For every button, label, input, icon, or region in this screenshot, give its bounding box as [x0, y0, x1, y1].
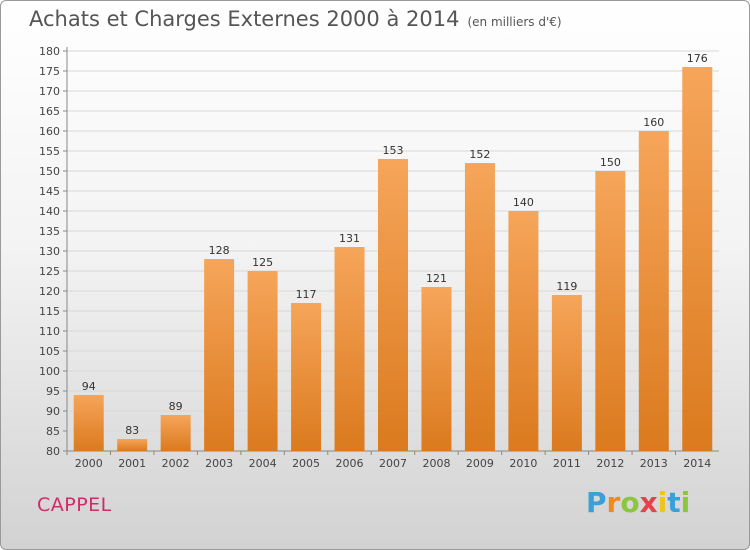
y-tick-label: 135	[39, 225, 60, 238]
y-tick-label: 130	[39, 245, 60, 258]
bar	[291, 303, 322, 451]
logo-letter: i	[680, 486, 691, 519]
y-tick-label: 125	[39, 265, 60, 278]
x-tick-label: 2013	[640, 457, 668, 470]
x-tick-label: 2004	[249, 457, 277, 470]
x-tick-label: 2011	[553, 457, 581, 470]
bar	[551, 295, 582, 451]
y-tick-label: 170	[39, 85, 60, 98]
bar-value-label: 150	[600, 156, 621, 169]
chart-title-text: Achats et Charges Externes 2000 à 2014	[29, 7, 460, 31]
bar-value-label: 89	[169, 400, 183, 413]
x-tick-label: 2014	[683, 457, 711, 470]
proxiti-logo: Proxiti	[586, 486, 690, 519]
y-tick-label: 100	[39, 365, 60, 378]
bar-value-label: 121	[426, 272, 447, 285]
bar	[334, 247, 365, 451]
logo-letter: r	[606, 486, 621, 519]
x-tick-label: 2008	[422, 457, 450, 470]
logo-letter: t	[667, 486, 681, 519]
y-tick-label: 145	[39, 185, 60, 198]
bar-value-label: 160	[643, 116, 664, 129]
logo-letter: o	[620, 486, 640, 519]
y-tick-label: 95	[46, 385, 60, 398]
labels: 80 85 90 95 100 105 110 115 120 125 130 135 140 145 15…	[39, 45, 711, 470]
commune-name: CAPPEL	[37, 494, 112, 516]
bar	[247, 271, 278, 451]
y-tick-label: 155	[39, 145, 60, 158]
bar-value-label: 94	[82, 380, 96, 393]
y-tick-label: 120	[39, 285, 60, 298]
x-tick-label: 2007	[379, 457, 407, 470]
bar-value-label: 176	[687, 52, 708, 65]
x-tick-label: 2005	[292, 457, 320, 470]
logo-letter: x	[639, 486, 658, 519]
y-tick-label: 110	[39, 325, 60, 338]
logo-letter: P	[586, 486, 607, 519]
bar-value-label: 131	[339, 232, 360, 245]
bar	[204, 259, 235, 451]
y-tick-label: 140	[39, 205, 60, 218]
y-tick-label: 180	[39, 45, 60, 58]
x-tick-label: 2001	[118, 457, 146, 470]
x-tick-label: 2002	[162, 457, 190, 470]
bar	[160, 415, 191, 451]
bar	[638, 131, 669, 451]
bar-value-label: 117	[296, 288, 317, 301]
bar	[682, 67, 713, 451]
y-tick-label: 105	[39, 345, 60, 358]
bar	[73, 395, 104, 451]
logo-letter: i	[657, 486, 668, 519]
bars	[73, 67, 713, 451]
bar	[378, 159, 408, 451]
x-tick-label: 2010	[509, 457, 537, 470]
bar-value-label: 152	[469, 148, 490, 161]
bar	[117, 439, 148, 451]
bar-value-label: 119	[556, 280, 577, 293]
bar-value-label: 128	[209, 244, 230, 257]
x-tick-label: 2009	[466, 457, 494, 470]
bar	[464, 163, 495, 451]
bar	[595, 171, 626, 451]
bar-value-label: 153	[383, 144, 404, 157]
bar-value-label: 83	[125, 424, 139, 437]
y-tick-label: 115	[39, 305, 60, 318]
y-tick-label: 175	[39, 65, 60, 78]
y-tick-label: 150	[39, 165, 60, 178]
y-tick-label: 80	[46, 445, 60, 458]
y-tick-label: 165	[39, 105, 60, 118]
x-tick-label: 2000	[75, 457, 103, 470]
bar-value-label: 125	[252, 256, 273, 269]
bar	[421, 287, 452, 451]
y-tick-label: 90	[46, 405, 60, 418]
bar-value-label: 140	[513, 196, 534, 209]
y-tick-label: 160	[39, 125, 60, 138]
x-tick-label: 2006	[336, 457, 364, 470]
bar	[508, 211, 539, 451]
y-tick-label: 85	[46, 425, 60, 438]
x-tick-label: 2003	[205, 457, 233, 470]
chart-title: Achats et Charges Externes 2000 à 2014 (e…	[29, 7, 562, 31]
x-tick-label: 2012	[596, 457, 624, 470]
chart-unit: (en milliers d'€)	[467, 15, 562, 29]
